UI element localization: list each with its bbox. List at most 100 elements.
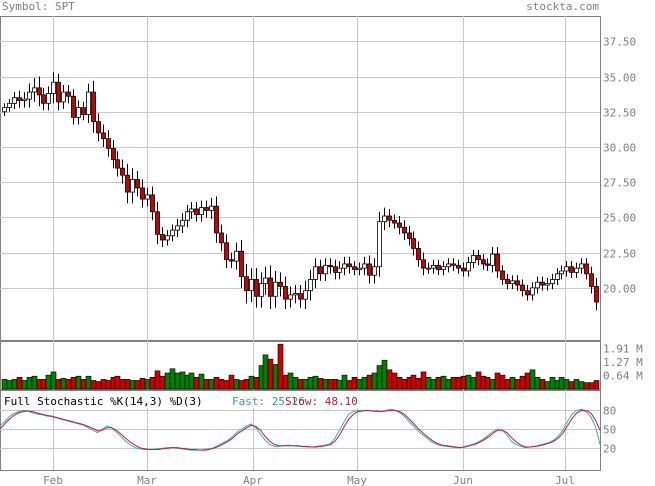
volume-bar [430, 379, 437, 390]
volume-bar [208, 379, 215, 390]
volume-bar [425, 376, 432, 390]
candle-body [56, 81, 61, 103]
volume-bar [568, 381, 575, 390]
volume-bar [100, 379, 107, 390]
candle-body [86, 91, 91, 116]
candle-body [17, 97, 22, 101]
volume-bar [297, 379, 304, 390]
candle-body [135, 179, 140, 189]
volume-bar [588, 382, 595, 390]
volume-bar [31, 375, 38, 390]
volume-bar [1, 379, 8, 390]
candle-body [530, 287, 535, 296]
candle-body [328, 264, 333, 268]
volume-bar [327, 379, 334, 390]
volume-bar [70, 376, 77, 390]
volume-bar [361, 376, 368, 390]
candle-body [446, 263, 451, 268]
candle-body [96, 121, 101, 134]
candle-body [594, 286, 599, 303]
candle-body [51, 81, 56, 94]
stochastic-title: Full Stochastic %K(14,3) %D(3) [4, 395, 203, 408]
candle-body [574, 267, 579, 273]
candle-body [461, 267, 466, 272]
candle-body [263, 277, 268, 285]
candle-body [476, 255, 481, 261]
volume-bar [233, 379, 240, 390]
volume-bar [6, 380, 13, 390]
volume-bar [396, 376, 403, 390]
candle-body [27, 91, 32, 100]
volume-bar [524, 372, 531, 390]
candle-body [500, 270, 505, 280]
volume-bar [40, 379, 47, 390]
candle-body [91, 91, 96, 123]
volume-bar [26, 376, 33, 390]
stochastic-tick-label: 50 [603, 424, 616, 437]
candle-body [377, 221, 382, 268]
candle-body [589, 273, 594, 287]
candle-body [120, 167, 125, 176]
volume-bar [114, 375, 121, 390]
candle-body [155, 211, 160, 235]
volume-bar [169, 368, 176, 390]
volume-panel [0, 341, 601, 390]
stochastic-legend-bg [1, 392, 361, 408]
candle-body [362, 263, 367, 269]
volume-bar [287, 372, 294, 390]
candle-body [520, 284, 525, 292]
volume-bar [583, 382, 590, 390]
candle-body [397, 222, 402, 228]
month-label: Jul [555, 474, 575, 486]
candle-body [81, 107, 86, 116]
volume-bar [262, 354, 269, 390]
volume-bar [593, 380, 600, 390]
site-name[interactable]: stockta.com [526, 0, 599, 13]
volume-bar [549, 376, 556, 390]
candle-body [510, 280, 515, 285]
volume-bar [164, 372, 171, 390]
volume-bar [563, 379, 570, 390]
candle-body [367, 263, 372, 276]
volume-bar [322, 379, 329, 390]
slow-value-label: Slow: 48.10 [285, 395, 358, 408]
volume-bar [228, 374, 235, 390]
volume-bar [539, 379, 546, 390]
candle-body [451, 263, 456, 266]
candle-body [323, 264, 328, 275]
candle-body [441, 266, 446, 270]
price-panel [0, 16, 601, 341]
volume-bar [95, 381, 102, 390]
volume-bar [119, 379, 126, 390]
volume-bar [65, 379, 72, 390]
price-tick-label: 20.00 [603, 283, 636, 296]
price-tick-label: 30.00 [603, 142, 636, 155]
volume-bar [188, 372, 195, 390]
volume-bar [519, 375, 526, 390]
candle-body [313, 266, 318, 280]
candle-body [273, 281, 278, 297]
candle-body [229, 259, 234, 262]
candle-body [214, 205, 219, 234]
volume-bar [223, 380, 230, 390]
candle-body [337, 267, 342, 273]
volume-bar [529, 369, 536, 390]
volume-bar [573, 379, 580, 390]
candle-body [495, 253, 500, 272]
candle-body [106, 138, 111, 149]
volume-bar [445, 379, 452, 390]
volume-bar [154, 370, 161, 390]
candle-body [485, 263, 490, 266]
candle-body [298, 293, 303, 300]
volume-bar [470, 376, 477, 390]
volume-bar [544, 381, 551, 390]
price-tick-label: 35.00 [603, 72, 636, 85]
volume-bar [558, 376, 565, 390]
candle-body [392, 219, 397, 224]
volume-bar [272, 364, 279, 390]
candle-body [22, 98, 27, 101]
candle-body [352, 266, 357, 270]
volume-bar [253, 376, 260, 390]
candle-body [545, 283, 550, 286]
price-tick-label: 37.50 [603, 36, 636, 49]
